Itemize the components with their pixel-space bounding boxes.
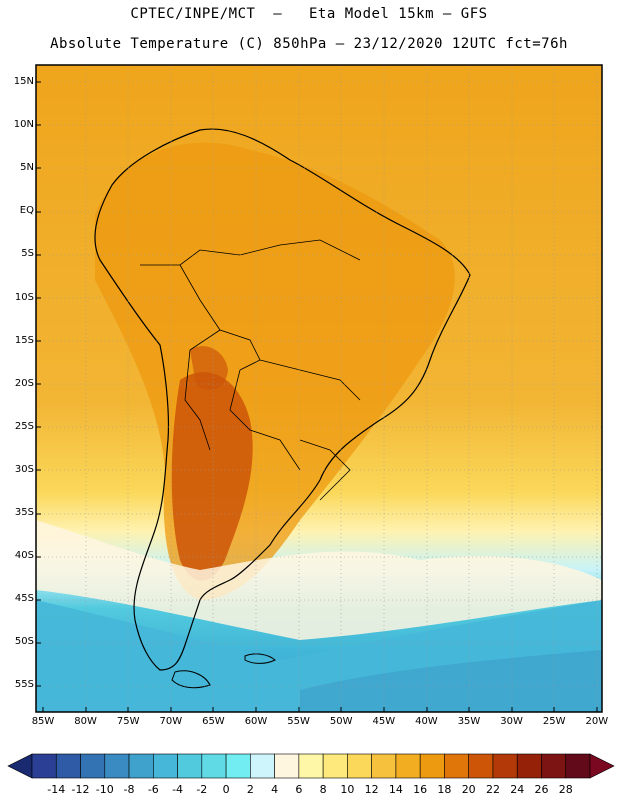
colorbar-label: 24: [510, 783, 525, 796]
colorbar-label: 0: [222, 783, 230, 796]
colorbar: [7, 753, 615, 779]
colorbar-label: -12: [71, 783, 90, 796]
colorbar-label: -6: [147, 783, 159, 796]
lon-label: 70W: [159, 716, 183, 727]
colorbar-swatch: [541, 753, 567, 779]
colorbar-swatch: [153, 753, 178, 779]
lon-label: 55W: [287, 716, 310, 727]
lon-label: 45W: [372, 716, 396, 727]
colorbar-label: 12: [364, 783, 379, 796]
colorbar-label: -14: [47, 783, 66, 796]
colorbar-swatch: [31, 753, 57, 779]
colorbar-label: 6: [295, 783, 303, 796]
colorbar-under-arrow: [7, 753, 33, 779]
lon-label: 80W: [74, 716, 97, 727]
colorbar-swatch: [347, 753, 372, 779]
colorbar-label: 18: [437, 783, 452, 796]
colorbar-label: 8: [319, 783, 327, 796]
lon-label: 60W: [244, 716, 268, 727]
lat-label: 10N: [13, 119, 34, 131]
south-america-outline: [94, 128, 471, 671]
falkland-islands: [244, 653, 276, 664]
colorbar-swatch: [565, 753, 591, 779]
colorbar-swatch: [274, 753, 300, 779]
colorbar-label: 22: [485, 783, 500, 796]
lon-label: 50W: [329, 716, 353, 727]
colorbar-label: -2: [196, 783, 208, 796]
colorbar-swatch: [177, 753, 203, 779]
colorbar-label: -10: [95, 783, 114, 796]
colorbar-swatch: [322, 753, 348, 779]
colorbar-swatch: [395, 753, 421, 779]
lat-label: 25S: [14, 420, 34, 432]
colorbar-swatch: [516, 753, 542, 779]
lat-label: 55S: [14, 679, 34, 691]
colorbar-swatch: [298, 753, 324, 779]
colorbar-swatch: [492, 753, 518, 779]
colorbar-label: 14: [388, 783, 403, 796]
colorbar-swatch: [128, 753, 154, 779]
lon-label: 25W: [542, 716, 566, 727]
colorbar-swatch: [104, 753, 130, 779]
colorbar-swatch: [80, 753, 106, 779]
axis-ticks: [36, 81, 598, 712]
colorbar-label: 4: [271, 783, 279, 796]
map-frame: [35, 64, 603, 713]
colorbar-label: -8: [123, 783, 135, 796]
lat-label: 40S: [14, 550, 34, 562]
lat-label: 20S: [14, 377, 34, 389]
lon-label: 30W: [500, 716, 523, 727]
colorbar-label: 26: [534, 783, 549, 796]
lat-label: 5N: [20, 162, 34, 174]
lat-label: 15S: [14, 334, 34, 346]
hot-region-north: [190, 346, 228, 390]
tierra-del-fuego: [171, 670, 211, 689]
lat-label: 30S: [14, 463, 34, 475]
hot-region-core: [171, 372, 253, 581]
lat-label: 35S: [14, 507, 34, 518]
colorbar-swatch: [371, 753, 397, 779]
colorbar-swatch: [201, 753, 227, 779]
lon-label: 85W: [31, 716, 55, 727]
colorbar-over-arrow: [589, 753, 615, 779]
title-line-2: Absolute Temperature (C) 850hPa — 23/12/…: [50, 36, 568, 52]
cold-region-core: [300, 650, 602, 712]
colorbar-swatch: [250, 753, 275, 779]
colorbar-label: 28: [558, 783, 573, 796]
colorbar-label: 16: [413, 783, 428, 796]
colorbar-swatch: [55, 753, 81, 779]
lat-label: 10S: [14, 291, 34, 303]
lon-label: 20W: [585, 716, 609, 727]
colorbar-label: -4: [172, 783, 184, 796]
colorbar-swatch: [419, 753, 445, 779]
title-line-1: CPTEC/INPE/MCT — Eta Model 15km — GFS: [130, 6, 488, 22]
lon-label: 65W: [202, 716, 225, 727]
colorbar-swatch: [225, 753, 251, 779]
lon-label: 40W: [415, 716, 438, 727]
colorbar-label: 2: [246, 783, 254, 796]
colorbar-label: 10: [340, 783, 355, 796]
lat-label: EQ: [19, 205, 34, 217]
colorbar-swatch: [468, 753, 494, 779]
colorbar-label: 20: [461, 783, 476, 796]
lon-label: 75W: [116, 716, 140, 727]
lat-label: 50S: [14, 636, 34, 648]
lat-label: 15N: [13, 76, 34, 87]
lat-label: 45S: [14, 593, 34, 605]
colorbar-swatch: [444, 753, 469, 779]
lat-label: 5S: [21, 248, 34, 260]
pale-band: [36, 520, 602, 640]
lon-label: 35W: [457, 716, 481, 727]
